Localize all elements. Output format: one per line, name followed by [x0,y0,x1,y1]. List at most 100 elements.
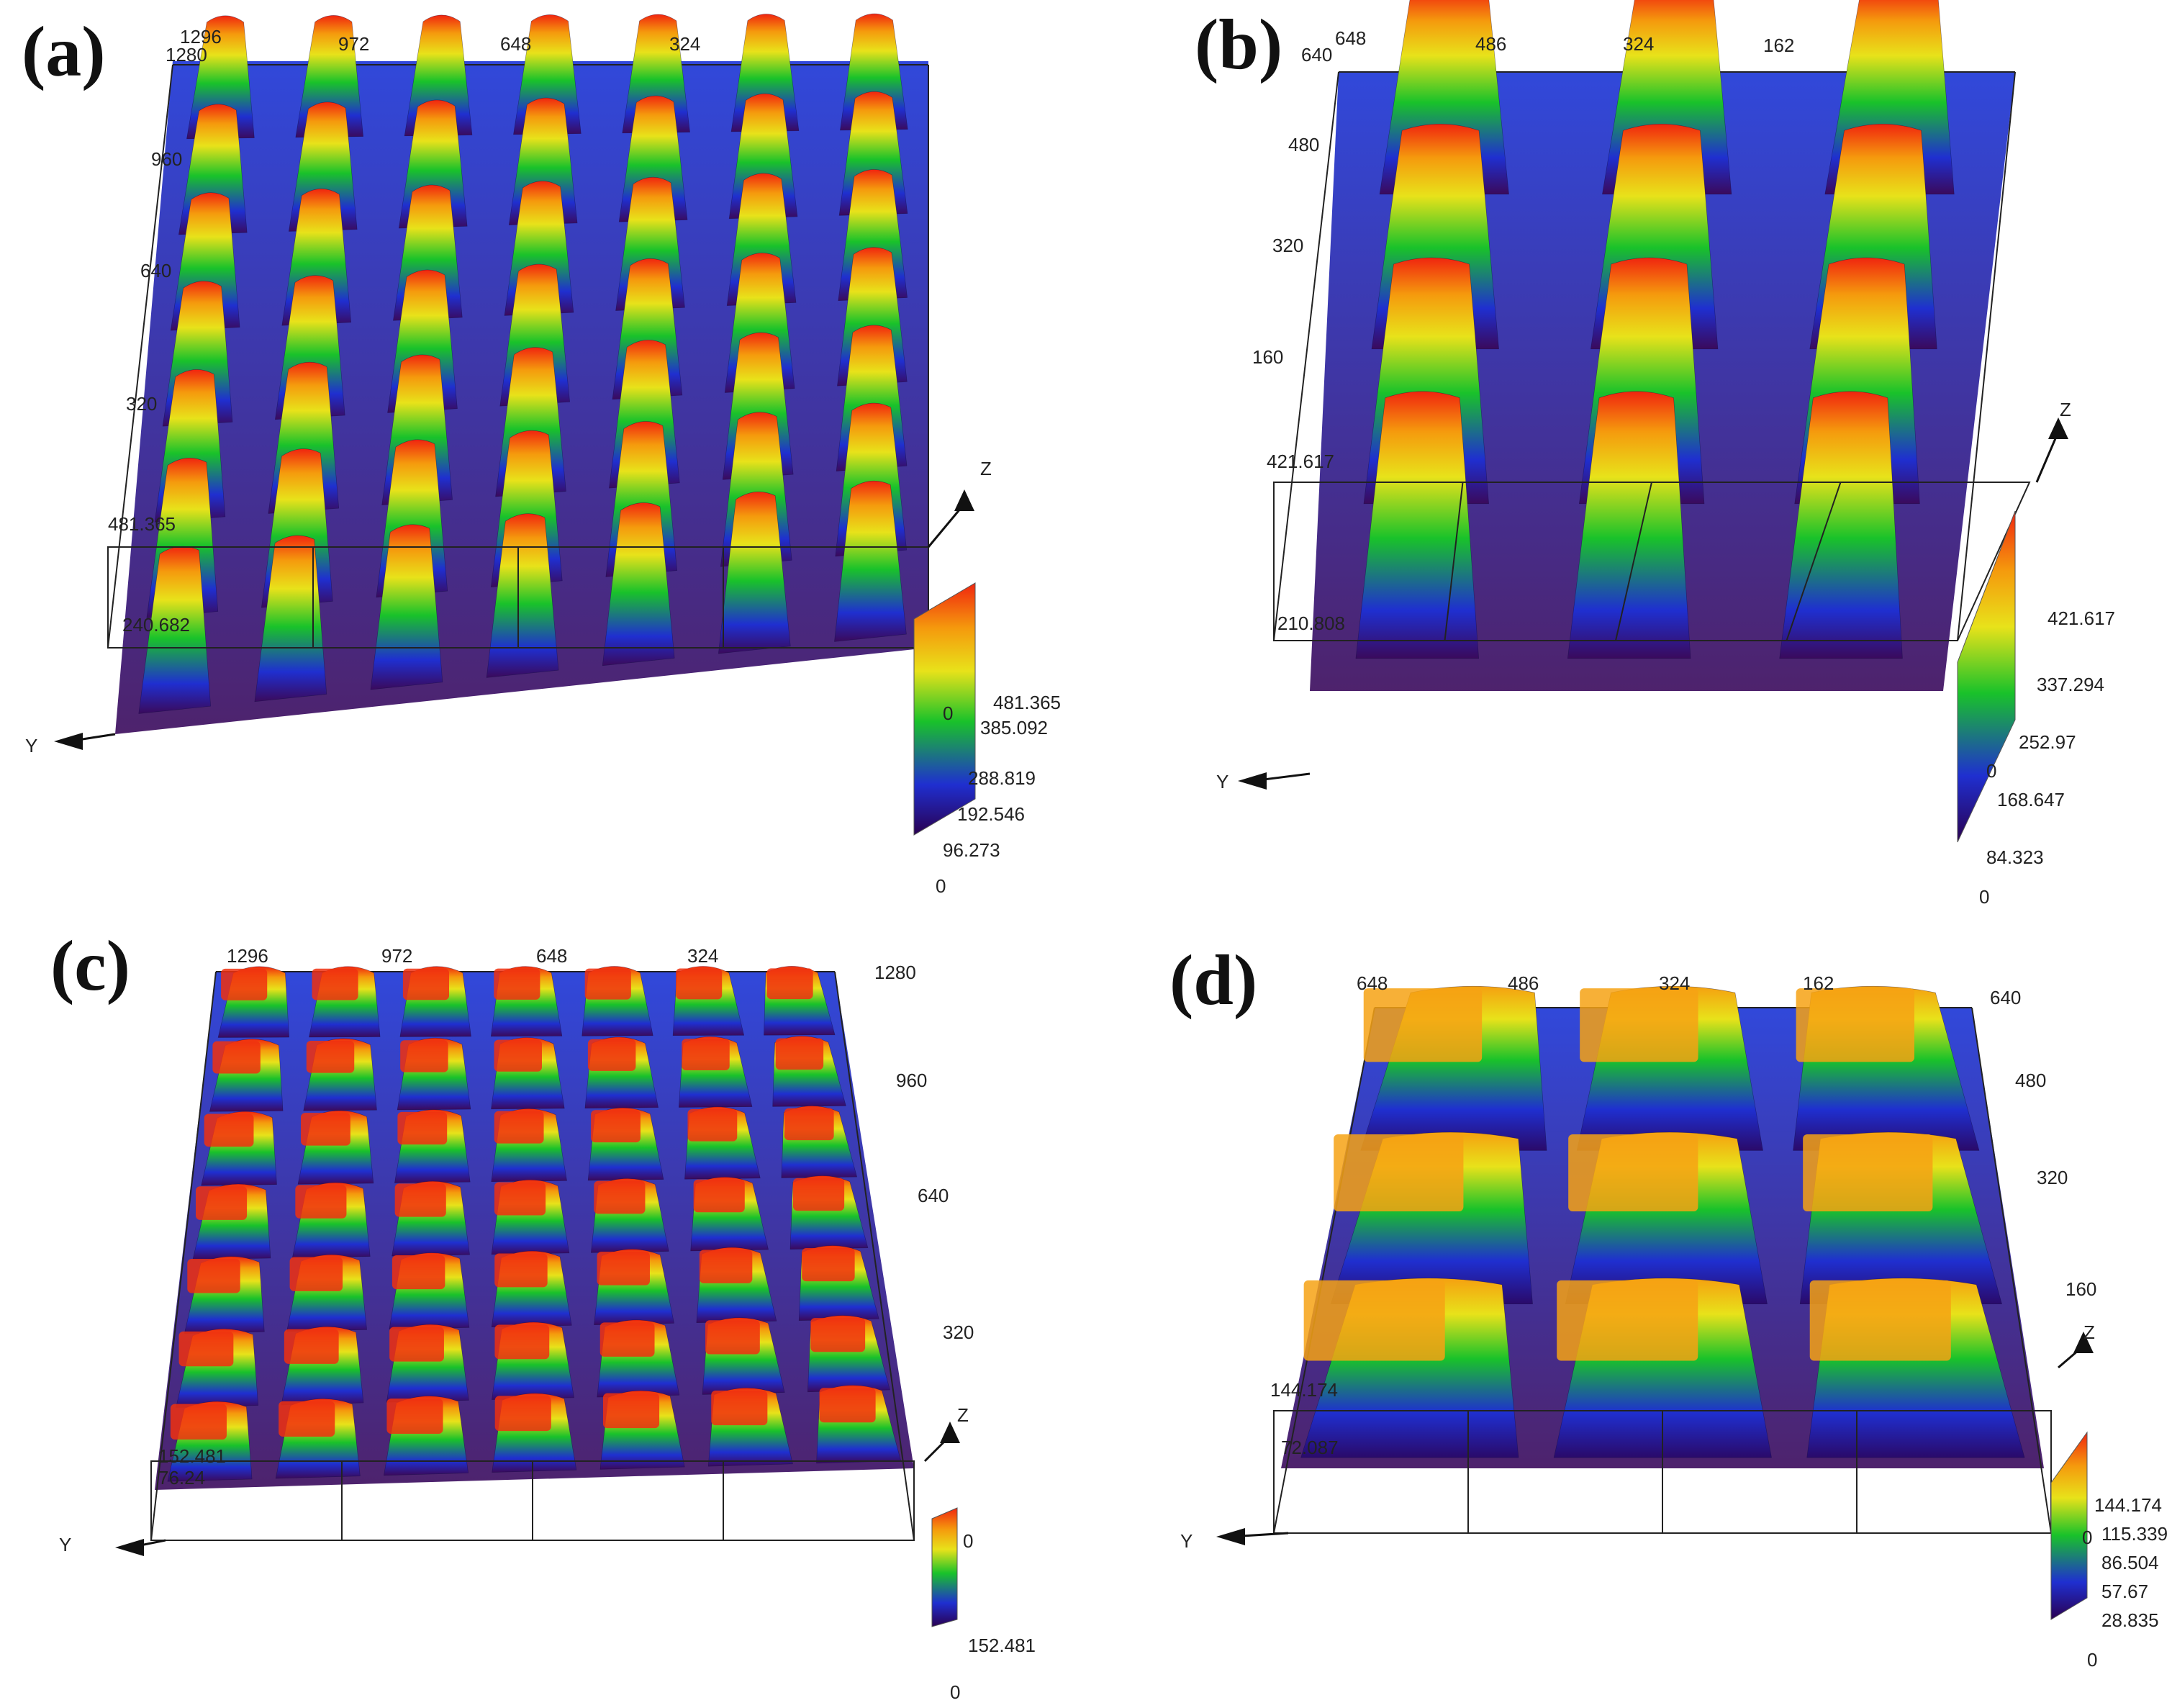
top-axis-tick: 1296 [227,945,268,967]
colorbar-tick: 288.819 [968,767,1036,789]
z-axis-label: Z [2083,1321,2095,1343]
y-axis-arrow-head [1238,772,1267,790]
colorbar [1957,510,2016,843]
pillar-top [705,1320,760,1355]
pillar-top [1580,988,1698,1062]
pillar-top [392,1255,445,1290]
pillar-top [386,1399,443,1434]
colorbar-tick: 0 [2087,1649,2097,1671]
side-axis-tick: 320 [126,393,157,415]
pillar-top [594,1180,646,1214]
side-axis-tick: 320 [943,1321,974,1343]
top-axis-tick: 648 [1335,27,1366,49]
axis-box-front [1273,482,2031,641]
z-axis-tick: 152.481 [158,1445,226,1467]
y-axis-arrow-head [1216,1528,1245,1545]
pillar-top [301,1113,350,1146]
y-axis-label: Y [1180,1530,1193,1552]
colorbar-tick: 152.481 [968,1635,1036,1656]
colorbar-tick: 192.546 [957,803,1025,825]
pillar-top [599,1322,655,1357]
top-axis-tick: 648 [500,33,531,55]
side-axis-tick: 640 [1990,987,2021,1008]
surface-pillar [718,492,791,654]
pillar-top [591,1110,641,1143]
pillar-top [397,1111,448,1145]
colorbar-zero-label: 0 [2082,1527,2092,1548]
side-axis-tick: 160 [2065,1278,2096,1300]
top-axis-tick: 162 [1763,35,1794,56]
pillar-top [212,1041,261,1074]
side-axis-tick: 1280 [874,962,916,983]
colorbar-tick: 0 [1979,886,1989,908]
pillar-top [204,1113,254,1147]
top-axis-tick: 486 [1475,33,1506,55]
colorbar-tick: 86.504 [2101,1552,2159,1573]
pillar-top [312,968,358,1000]
pillar-top [587,1039,636,1071]
colorbar-tick: 421.617 [2047,607,2115,629]
z-axis-tick: 144.174 [1270,1379,1338,1401]
side-axis-tick: 960 [151,148,182,170]
pillar-top [195,1186,248,1220]
side-axis-tick: 960 [896,1070,927,1091]
pillar-top [400,1040,448,1072]
surface-pillar [1779,391,1903,659]
axis-grid-line [1786,482,1842,641]
colorbar-zero-label: 0 [943,702,953,724]
pillar-top [1303,1280,1445,1361]
y-axis-arrow-head [115,1539,144,1556]
panel-b: (b) 648 486 324 162 640 480 320 160 421.617 210.80… [1195,0,2115,908]
pillar-top [221,968,268,1000]
z-axis-tick: 421.617 [1267,451,1334,472]
colorbar-tick: 144.174 [2094,1494,2162,1516]
side-axis-tick: 640 [918,1185,949,1206]
pillar-top [394,1183,446,1217]
z-axis-arrow-shaft [2035,431,2060,483]
axis-grid-line [1615,482,1652,641]
surface-pillar [834,480,907,642]
top-axis-tick: 324 [1659,972,1690,994]
pillar-top [1334,1134,1464,1211]
top-axis-tick: 324 [1623,33,1654,55]
axis-box-right-edge [1957,71,2016,641]
pillar-top [775,1038,824,1070]
side-axis-tick: 160 [1252,346,1283,368]
pillar-top [597,1251,650,1285]
surface-pillar [254,535,327,702]
side-axis-tick: 1280 [166,44,207,65]
z-axis-label: Z [2060,399,2071,420]
pillar-top [178,1331,234,1367]
top-axis-tick: 1296 [180,26,222,48]
top-axis-tick: 162 [1803,972,1834,994]
panel-label: (b) [1195,4,1282,84]
axis-box-left-edge [1273,71,1339,641]
pillar-top [676,968,723,1000]
pillar-top [494,1111,544,1144]
colorbar [913,582,976,836]
side-axis-tick: 480 [1288,134,1319,155]
side-axis-tick: 480 [2015,1070,2046,1091]
pillar-top [1557,1280,1698,1361]
pillar-top [1809,1280,1951,1361]
axis-box-right-edge [1971,1007,2052,1534]
colorbar-tick: 57.67 [2101,1581,2148,1602]
pillar-top [494,1253,548,1288]
colorbar-tick: 0 [936,875,946,897]
pillar-top [810,1318,866,1352]
top-axis-tick: 486 [1508,972,1539,994]
panel-label: (d) [1169,940,1257,1020]
y-axis-label: Y [25,735,37,756]
pillar-top [170,1404,227,1440]
pillar-top [494,968,540,1000]
colorbar-zero-label: 0 [963,1530,973,1552]
z-axis-tick: 72.087 [1281,1437,1339,1458]
top-axis-tick: 972 [381,945,412,967]
colorbar-tick: 252.97 [2019,731,2076,753]
pillar-top [711,1390,768,1426]
colorbar-tick: 337.294 [2037,674,2104,695]
pillar-top [1363,988,1483,1062]
pillar-top [389,1327,444,1362]
axis-box-left-edge [107,64,173,649]
